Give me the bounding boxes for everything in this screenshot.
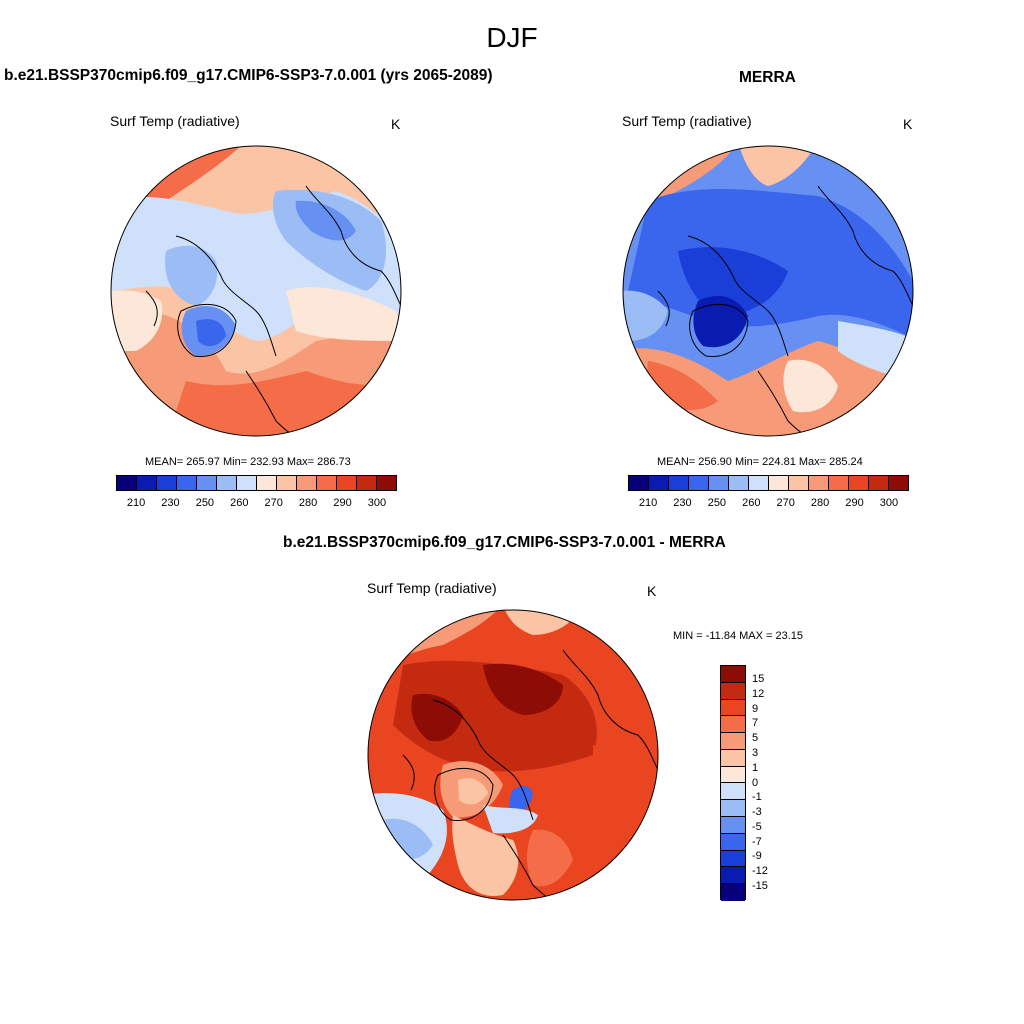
panel-1-stats: MEAN= 265.97 Min= 232.93 Max= 286.73 xyxy=(145,456,351,468)
colorbar-swatch xyxy=(721,749,745,767)
colorbar-swatch xyxy=(721,733,745,750)
figure-title: DJF xyxy=(486,22,538,53)
colorbar-swatch xyxy=(721,850,745,868)
colorbar-tick-label: 7 xyxy=(752,717,759,730)
panel-2-stats: MEAN= 256.90 Min= 224.81 Max= 285.24 xyxy=(657,456,863,468)
panel-1-colorbar xyxy=(116,475,397,491)
colorbar-swatch xyxy=(337,476,357,490)
colorbar-swatch xyxy=(237,476,257,490)
colorbar-tick-label: 15 xyxy=(752,673,765,685)
colorbar-swatch xyxy=(357,476,377,490)
colorbar-tick-label: -12 xyxy=(752,865,768,878)
panel-1-title: b.e21.BSSP370cmip6.f09_g17.CMIP6-SSP3-7.… xyxy=(4,67,493,84)
colorbar-swatch xyxy=(689,476,709,490)
colorbar-tick-label: 290 xyxy=(845,497,864,509)
colorbar-swatch xyxy=(721,699,745,717)
colorbar-swatch xyxy=(217,476,237,490)
panel-2-variable: Surf Temp (radiative) xyxy=(622,113,752,129)
colorbar-tick-label: -3 xyxy=(752,806,762,819)
colorbar-tick-label: -15 xyxy=(752,880,768,892)
panel-1-units: K xyxy=(391,116,401,132)
colorbar-tick-label: 300 xyxy=(367,497,387,509)
colorbar-tick-label: 210 xyxy=(126,497,146,509)
panel-1-polar-map xyxy=(110,145,402,437)
colorbar-tick-label: -9 xyxy=(752,850,762,863)
panel-3-title: b.e21.BSSP370cmip6.f09_g17.CMIP6-SSP3-7.… xyxy=(283,534,726,551)
panel-2-colorbar-ticks: 210 230 250 260 270 280 290 300 xyxy=(628,497,909,511)
colorbar-swatch xyxy=(721,783,745,801)
colorbar-tick-label: -7 xyxy=(752,835,762,848)
panel-2-units: K xyxy=(903,116,913,132)
panel-3-stats: MIN = -11.84 MAX = 23.15 xyxy=(673,630,804,642)
panel-2-colorbar xyxy=(628,475,909,491)
colorbar-tick-label: 280 xyxy=(810,497,830,509)
panel-2-title: MERRA xyxy=(739,69,796,86)
colorbar-swatch xyxy=(829,476,849,490)
colorbar-tick-label: 0 xyxy=(752,776,759,789)
colorbar-swatch xyxy=(649,476,669,490)
colorbar-tick-label: -1 xyxy=(752,791,762,804)
colorbar-swatch xyxy=(277,476,297,490)
colorbar-tick-label: 300 xyxy=(879,497,899,509)
colorbar-swatch xyxy=(377,476,396,490)
colorbar-swatch xyxy=(669,476,689,490)
colorbar-tick-label: 3 xyxy=(752,746,759,759)
colorbar-swatch xyxy=(721,817,745,834)
colorbar-swatch xyxy=(849,476,869,490)
colorbar-swatch xyxy=(197,476,217,490)
colorbar-tick-label: 250 xyxy=(195,497,215,509)
panel-3-units: K xyxy=(647,583,657,599)
colorbar-swatch xyxy=(869,476,889,490)
colorbar-swatch xyxy=(157,476,177,490)
colorbar-tick-label: 260 xyxy=(742,497,761,509)
panel-1-colorbar-ticks: 210 230 250 260 270 280 290 300 xyxy=(116,497,397,511)
colorbar-swatch xyxy=(721,766,745,784)
colorbar-tick-label: 230 xyxy=(161,497,180,509)
colorbar-swatch xyxy=(721,833,745,851)
panel-3-colorbar-labels: 15 12 9 7 5 3 1 0 -1 -3 -5 -7 -9 -12 -15 xyxy=(752,665,792,900)
panel-2-polar-map xyxy=(622,145,914,437)
colorbar-swatch xyxy=(809,476,829,490)
panel-1-variable: Surf Temp (radiative) xyxy=(110,113,240,129)
colorbar-swatch xyxy=(769,476,789,490)
colorbar-tick-label: 230 xyxy=(673,497,692,509)
colorbar-swatch xyxy=(297,476,317,490)
panel-3-polar-map xyxy=(367,609,659,901)
colorbar-swatch xyxy=(721,716,745,734)
colorbar-swatch xyxy=(137,476,157,490)
colorbar-swatch xyxy=(257,476,277,490)
colorbar-swatch xyxy=(709,476,729,490)
colorbar-tick-label: 260 xyxy=(230,497,249,509)
colorbar-tick-label: 210 xyxy=(638,497,658,509)
colorbar-tick-label: 270 xyxy=(776,497,795,509)
colorbar-tick-label: 5 xyxy=(752,732,759,745)
colorbar-swatch xyxy=(729,476,749,490)
colorbar-tick-label: 12 xyxy=(752,687,765,700)
colorbar-swatch xyxy=(721,682,745,700)
colorbar-swatch xyxy=(889,476,908,490)
colorbar-swatch xyxy=(721,867,745,885)
colorbar-tick-label: 290 xyxy=(333,497,352,509)
colorbar-swatch xyxy=(721,666,745,683)
colorbar-tick-label: 270 xyxy=(264,497,283,509)
colorbar-swatch xyxy=(317,476,337,490)
colorbar-swatch xyxy=(789,476,809,490)
panel-3-variable: Surf Temp (radiative) xyxy=(367,580,497,596)
colorbar-swatch xyxy=(721,884,745,901)
colorbar-swatch xyxy=(629,476,649,490)
colorbar-swatch xyxy=(117,476,137,490)
colorbar-swatch xyxy=(721,800,745,818)
colorbar-swatch xyxy=(177,476,197,490)
colorbar-tick-label: 250 xyxy=(707,497,727,509)
colorbar-tick-label: -5 xyxy=(752,820,762,833)
colorbar-tick-label: 1 xyxy=(752,761,759,774)
panel-3-colorbar xyxy=(720,665,746,901)
colorbar-tick-label: 9 xyxy=(752,702,759,715)
colorbar-swatch xyxy=(749,476,769,490)
colorbar-tick-label: 280 xyxy=(298,497,318,509)
